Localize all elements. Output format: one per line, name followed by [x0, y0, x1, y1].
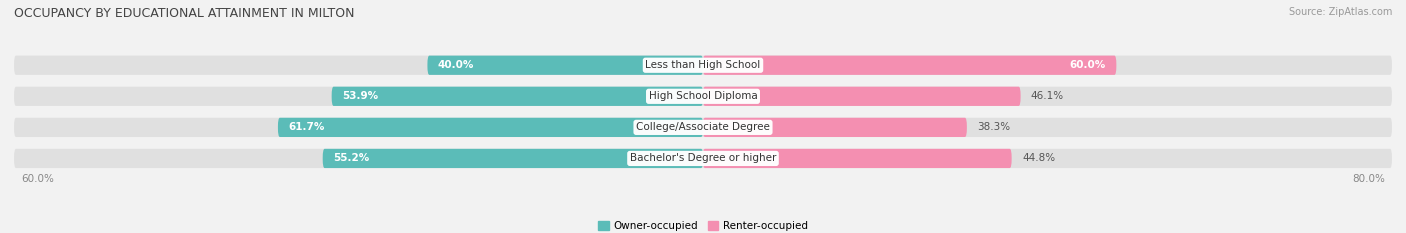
Text: Source: ZipAtlas.com: Source: ZipAtlas.com [1288, 7, 1392, 17]
Legend: Owner-occupied, Renter-occupied: Owner-occupied, Renter-occupied [595, 217, 811, 233]
FancyBboxPatch shape [14, 149, 1392, 168]
Text: 40.0%: 40.0% [437, 60, 474, 70]
FancyBboxPatch shape [14, 118, 1392, 137]
FancyBboxPatch shape [703, 87, 1021, 106]
Text: OCCUPANCY BY EDUCATIONAL ATTAINMENT IN MILTON: OCCUPANCY BY EDUCATIONAL ATTAINMENT IN M… [14, 7, 354, 20]
FancyBboxPatch shape [332, 87, 703, 106]
Text: 46.1%: 46.1% [1031, 91, 1064, 101]
FancyBboxPatch shape [703, 149, 1012, 168]
FancyBboxPatch shape [427, 56, 703, 75]
FancyBboxPatch shape [323, 149, 703, 168]
Text: Less than High School: Less than High School [645, 60, 761, 70]
Text: 53.9%: 53.9% [342, 91, 378, 101]
Text: 38.3%: 38.3% [977, 122, 1011, 132]
Text: 44.8%: 44.8% [1022, 154, 1054, 163]
FancyBboxPatch shape [14, 87, 1392, 106]
Text: College/Associate Degree: College/Associate Degree [636, 122, 770, 132]
Text: 55.2%: 55.2% [333, 154, 370, 163]
FancyBboxPatch shape [703, 118, 967, 137]
Text: High School Diploma: High School Diploma [648, 91, 758, 101]
FancyBboxPatch shape [14, 56, 1392, 75]
Text: 60.0%: 60.0% [21, 174, 53, 184]
Text: 61.7%: 61.7% [288, 122, 325, 132]
FancyBboxPatch shape [703, 56, 1116, 75]
Text: 60.0%: 60.0% [1070, 60, 1107, 70]
Text: Bachelor's Degree or higher: Bachelor's Degree or higher [630, 154, 776, 163]
FancyBboxPatch shape [278, 118, 703, 137]
Text: 80.0%: 80.0% [1353, 174, 1385, 184]
